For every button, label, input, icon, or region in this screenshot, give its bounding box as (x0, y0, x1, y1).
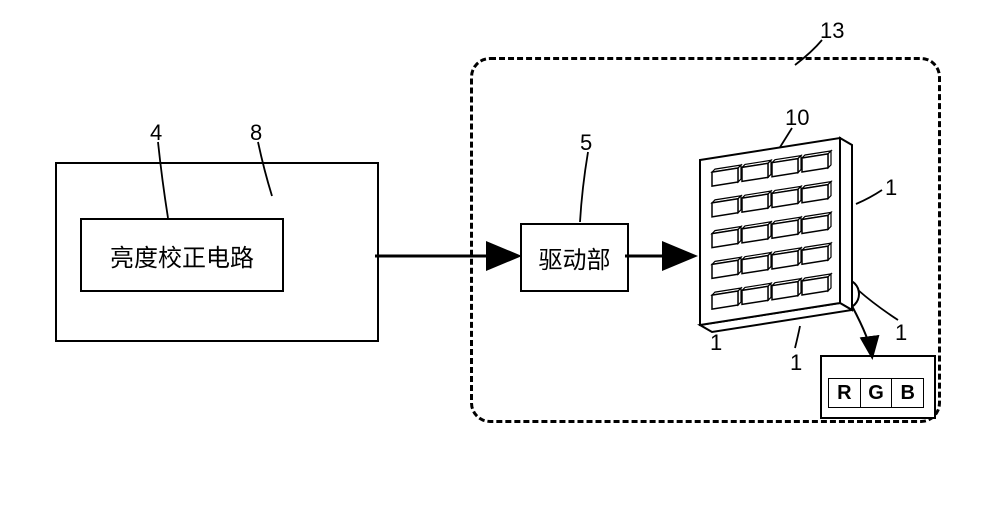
label-1a: 1 (885, 175, 897, 201)
label-13: 13 (820, 18, 844, 44)
rgb-cell-b: B (892, 378, 924, 408)
label-4: 4 (150, 120, 162, 146)
driver-label: 驱动部 (539, 240, 611, 275)
label-5: 5 (580, 130, 592, 156)
rgb-cell-g: G (861, 378, 893, 408)
label-10: 10 (785, 105, 809, 131)
driver-block: 驱动部 (520, 223, 629, 292)
label-1c: 1 (790, 350, 802, 376)
rgb-cell-r: R (828, 378, 861, 408)
label-1b: 1 (710, 330, 722, 356)
brightness-correction-block: 亮度校正电路 (80, 218, 284, 292)
rgb-cells: R G B (828, 378, 924, 408)
label-8: 8 (250, 120, 262, 146)
label-1d: 1 (895, 320, 907, 346)
brightness-correction-label: 亮度校正电路 (110, 238, 254, 273)
